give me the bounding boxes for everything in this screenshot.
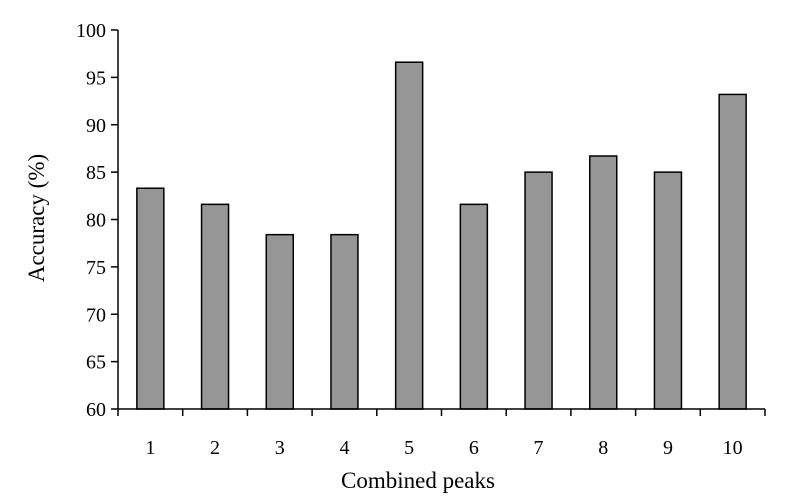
y-tick-label: 70 xyxy=(86,304,106,326)
bars-group xyxy=(136,61,747,410)
bar-10 xyxy=(718,93,747,410)
x-tick-label: 10 xyxy=(723,437,743,459)
y-axis-title: Accuracy (%) xyxy=(24,154,49,282)
x-axis-ticks: 1 2 3 4 5 6 7 8 9 10 xyxy=(117,409,766,459)
x-tick-label: 6 xyxy=(469,437,479,459)
x-axis-title: Combined peaks xyxy=(341,468,495,493)
x-tick-label: 1 xyxy=(145,437,155,459)
y-tick-label: 60 xyxy=(86,399,106,421)
x-tick-label: 2 xyxy=(210,437,220,459)
x-tick-label: 9 xyxy=(663,437,673,459)
y-axis-ticks: 60 65 70 75 80 85 90 95 100 xyxy=(76,20,118,421)
bar-8 xyxy=(589,155,618,410)
y-tick-label: 90 xyxy=(86,115,106,137)
y-tick-label: 65 xyxy=(86,352,106,374)
y-tick-label: 80 xyxy=(86,210,106,232)
y-tick-label: 95 xyxy=(86,67,106,89)
bar-4 xyxy=(330,233,359,410)
bar-6 xyxy=(459,203,489,410)
bar-2 xyxy=(200,203,230,410)
x-tick-label: 8 xyxy=(598,437,608,459)
x-tick-label: 7 xyxy=(534,437,544,459)
bar-7 xyxy=(524,171,553,410)
bar-5 xyxy=(394,61,424,410)
bar-1 xyxy=(136,187,165,410)
bar-9 xyxy=(653,171,683,410)
y-tick-label: 100 xyxy=(76,20,106,42)
bar-3 xyxy=(265,233,294,410)
x-tick-label: 5 xyxy=(404,437,414,459)
x-tick-label: 4 xyxy=(339,437,349,459)
x-tick-label: 3 xyxy=(275,437,285,459)
y-tick-label: 85 xyxy=(86,162,106,184)
y-tick-label: 75 xyxy=(86,257,106,279)
